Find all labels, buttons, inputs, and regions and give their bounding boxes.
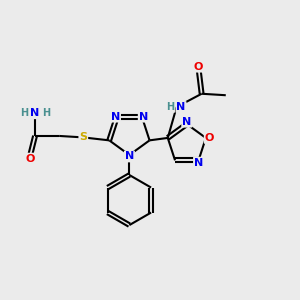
Text: N: N: [111, 112, 120, 122]
Text: H: H: [20, 108, 28, 118]
Text: N: N: [194, 158, 203, 168]
Text: N: N: [176, 102, 186, 112]
Text: H: H: [42, 108, 50, 118]
Text: H: H: [166, 102, 174, 112]
Text: S: S: [79, 132, 87, 142]
Text: N: N: [182, 117, 191, 127]
Text: N: N: [30, 108, 40, 118]
Text: O: O: [25, 154, 34, 164]
Text: O: O: [194, 62, 203, 72]
Text: O: O: [205, 133, 214, 143]
Text: N: N: [139, 112, 148, 122]
Text: N: N: [125, 152, 134, 161]
